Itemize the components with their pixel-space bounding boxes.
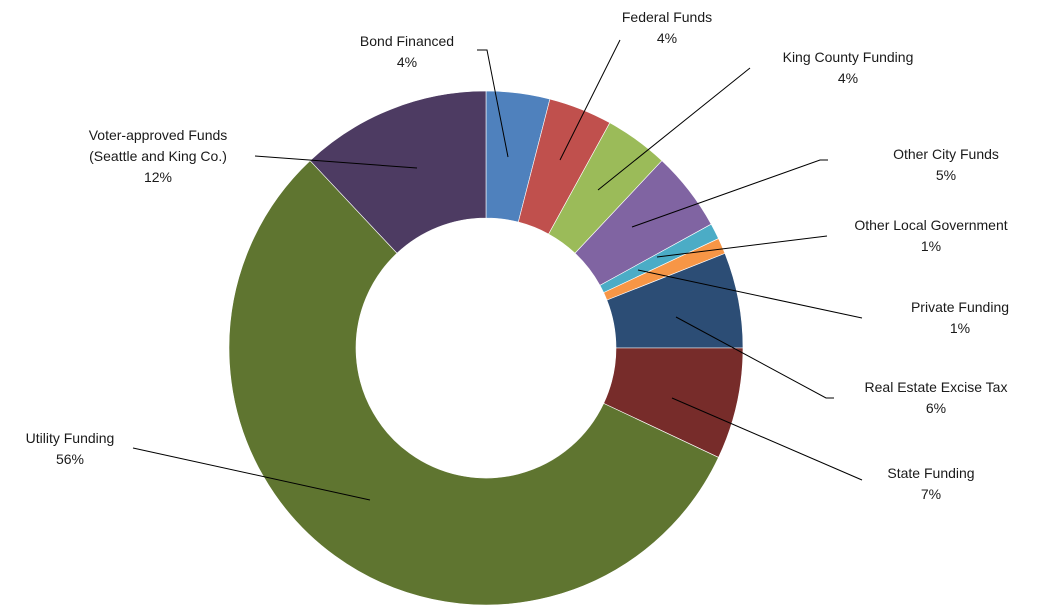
slice-percent-text: 7% bbox=[921, 486, 941, 502]
leader-line-other-city-funds bbox=[631, 159, 828, 228]
leaders-layer bbox=[132, 39, 863, 501]
slice-category-text: Federal Funds bbox=[622, 9, 712, 25]
slice-percent-text: 6% bbox=[926, 400, 946, 416]
slice-category-text: Voter-approved Funds bbox=[89, 127, 228, 143]
leader-line-state-funding bbox=[671, 397, 863, 481]
slice-percent-text: 4% bbox=[657, 30, 677, 46]
slice-label-king-county-funding: King County Funding 4% bbox=[783, 49, 914, 86]
leader-line-private-funding bbox=[637, 269, 863, 319]
slice-category-text: (Seattle and King Co.) bbox=[89, 148, 227, 164]
slice-label-other-local-government: Other Local Government 1% bbox=[854, 217, 1007, 254]
slice-label-bond-financed: Bond Financed 4% bbox=[360, 33, 454, 70]
slice-percent-text: 1% bbox=[921, 238, 941, 254]
slice-utility-funding bbox=[228, 160, 719, 606]
slice-category-text: Other City Funds bbox=[893, 146, 999, 162]
slice-category-text: Private Funding bbox=[911, 299, 1009, 315]
slice-label-other-city-funds: Other City Funds 5% bbox=[893, 146, 999, 183]
leader-line-king-county-funding bbox=[597, 67, 751, 191]
slice-percent-text: 4% bbox=[838, 70, 858, 86]
slice-category-text: Other Local Government bbox=[854, 217, 1007, 233]
slice-percent-text: 4% bbox=[397, 54, 417, 70]
slice-label-voter-approved-funds-seattle-and-king-co: Voter-approved Funds (Seattle and King Co… bbox=[89, 127, 228, 185]
slice-percent-text: 12% bbox=[144, 169, 172, 185]
slice-percent-text: 56% bbox=[56, 451, 84, 467]
slice-percent-text: 1% bbox=[950, 320, 970, 336]
leader-line-bond-financed bbox=[477, 49, 509, 158]
slice-category-text: Utility Funding bbox=[26, 430, 115, 446]
slice-category-text: State Funding bbox=[887, 465, 974, 481]
slice-category-text: Real Estate Excise Tax bbox=[865, 379, 1008, 395]
labels-layer: Bond Financed 4%Federal Funds 4%King Count… bbox=[26, 9, 1009, 502]
slice-label-real-estate-excise-tax: Real Estate Excise Tax 6% bbox=[865, 379, 1008, 416]
leader-line-utility-funding bbox=[132, 447, 371, 501]
leader-line-real-estate-excise-tax bbox=[675, 316, 834, 399]
slice-category-text: Bond Financed bbox=[360, 33, 454, 49]
leader-line-federal-funds bbox=[559, 39, 621, 161]
slices-layer bbox=[228, 90, 744, 606]
slice-category-text: King County Funding bbox=[783, 49, 914, 65]
slice-label-federal-funds: Federal Funds 4% bbox=[622, 9, 712, 46]
slice-percent-text: 5% bbox=[936, 167, 956, 183]
slice-label-private-funding: Private Funding 1% bbox=[911, 299, 1009, 336]
slice-voter-approved-funds-seattle-and-king-co bbox=[309, 90, 487, 254]
slice-label-utility-funding: Utility Funding 56% bbox=[26, 430, 115, 467]
slice-label-state-funding: State Funding 7% bbox=[887, 465, 974, 502]
leader-line-voter-approved-funds-seattle-and-king-co bbox=[254, 155, 418, 169]
leader-line-other-local-government bbox=[656, 235, 828, 258]
